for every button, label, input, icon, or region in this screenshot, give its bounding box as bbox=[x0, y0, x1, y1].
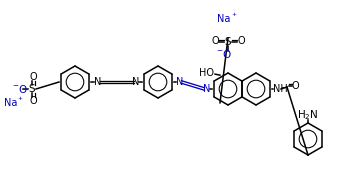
Text: O: O bbox=[237, 36, 245, 46]
Text: O: O bbox=[29, 72, 37, 82]
Text: $^{-}$O: $^{-}$O bbox=[12, 83, 28, 95]
Text: Na: Na bbox=[4, 98, 17, 108]
Text: S: S bbox=[29, 84, 35, 94]
Text: N: N bbox=[132, 77, 139, 87]
Text: N: N bbox=[203, 84, 210, 94]
Text: N: N bbox=[94, 77, 101, 87]
Text: $^{+}$: $^{+}$ bbox=[17, 96, 24, 104]
Text: $^{-}$O: $^{-}$O bbox=[216, 48, 232, 60]
Text: $^{+}$: $^{+}$ bbox=[231, 11, 237, 21]
Text: NH: NH bbox=[273, 84, 288, 94]
Text: H$_2$N: H$_2$N bbox=[297, 108, 319, 122]
Text: O: O bbox=[291, 81, 299, 91]
Text: O: O bbox=[211, 36, 219, 46]
Text: O: O bbox=[29, 96, 37, 106]
Text: S: S bbox=[225, 37, 231, 47]
Text: N: N bbox=[176, 77, 183, 87]
Text: HO: HO bbox=[199, 68, 214, 78]
Text: Na: Na bbox=[217, 14, 231, 24]
